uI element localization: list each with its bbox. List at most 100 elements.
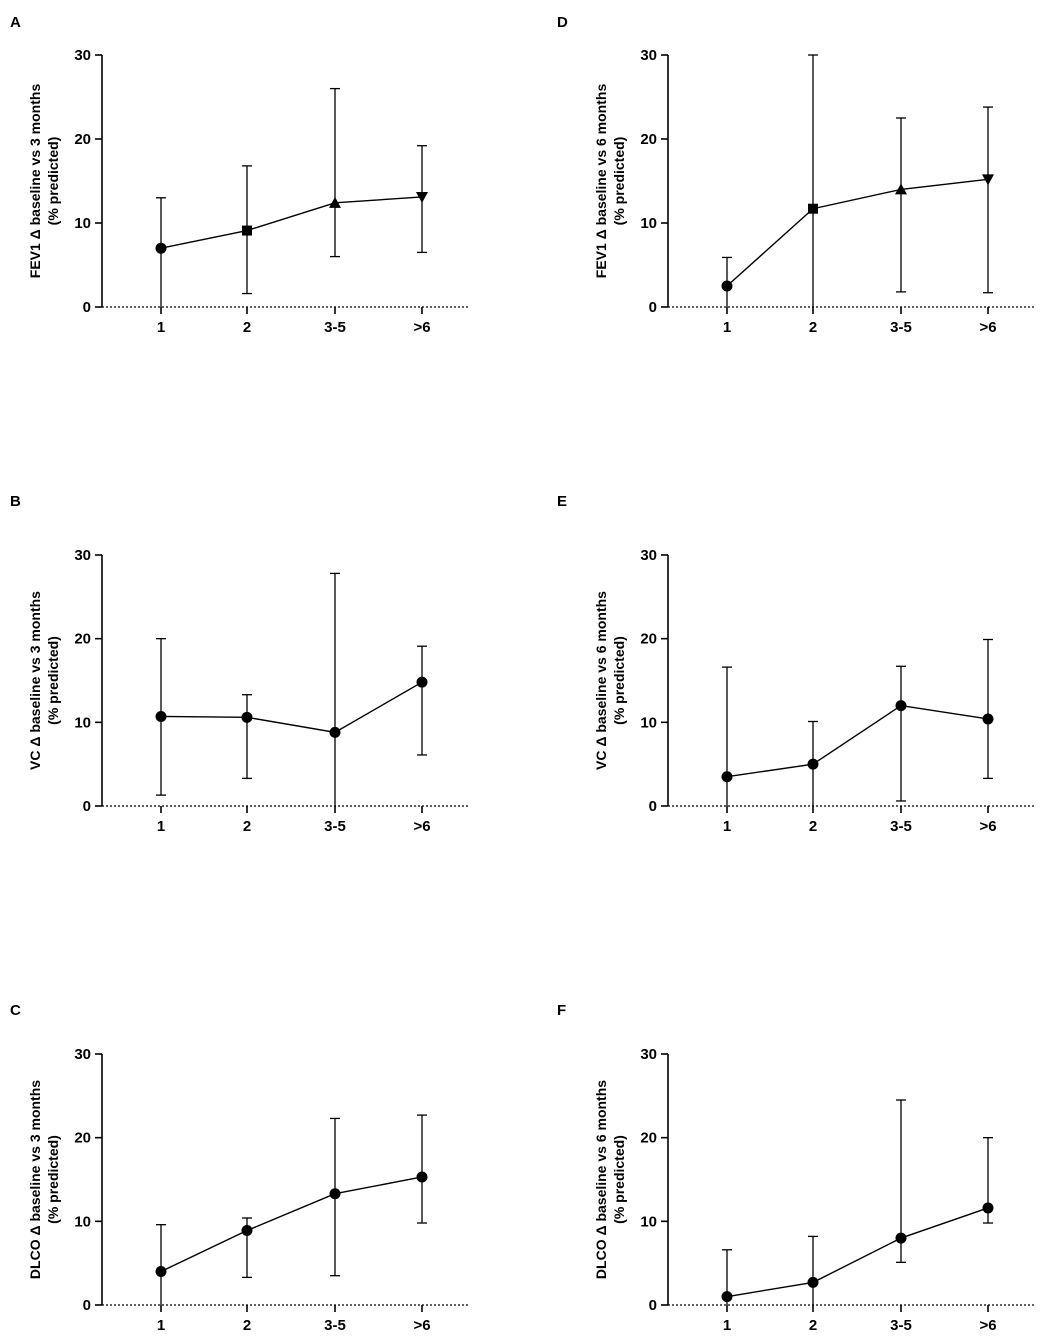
y-axis-label-line2-d: (% predicted): [611, 137, 627, 226]
data-point-b-0: [155, 710, 167, 722]
y-tick-label-e-30: 30: [640, 547, 657, 564]
x-tick-label-f-3: >6: [979, 1317, 996, 1334]
x-tick-label-f-1: 2: [809, 1317, 817, 1334]
y-axis-label-f: DLCO Δ baseline vs 6 months (% predicted): [593, 1080, 627, 1279]
error-bar-c-0: [156, 1224, 166, 1305]
data-point-c-3: [416, 1171, 428, 1183]
data-point-e-1: [807, 758, 819, 770]
x-tick-label-c-2: 3-5: [324, 1317, 346, 1334]
y-axis-label-d: FEV1 Δ baseline vs 6 months (% predicted): [593, 84, 627, 279]
error-bar-b-2: [330, 572, 340, 806]
y-axis-label-line1-e: VC Δ baseline vs 6 months: [593, 591, 609, 770]
error-bar-e-2: [896, 665, 906, 802]
data-point-d-1: [808, 203, 818, 214]
x-tick-label-c-3: >6: [413, 1317, 430, 1334]
data-point-a-1: [242, 225, 252, 236]
data-point-e-3: [982, 713, 994, 725]
y-tick-label-c-30: 30: [74, 1046, 91, 1063]
data-point-d-0: [721, 280, 733, 292]
y-tick-label-c-10: 10: [74, 1213, 91, 1230]
panel-letter-b: B: [10, 493, 21, 510]
x-tick-label-a-3: >6: [413, 319, 430, 336]
error-bar-e-0: [722, 666, 732, 806]
x-tick-label-d-2: 3-5: [890, 319, 912, 336]
x-tick-label-b-2: 3-5: [324, 818, 346, 835]
y-axis-label-line1-f: DLCO Δ baseline vs 6 months: [593, 1080, 609, 1279]
error-bar-e-3: [983, 638, 993, 780]
data-point-d-2: [895, 183, 907, 195]
y-tick-label-b-10: 10: [74, 714, 91, 731]
error-bar-b-3: [417, 645, 427, 756]
data-point-a-0: [155, 242, 167, 254]
y-tick-label-b-30: 30: [74, 547, 91, 564]
y-tick-label-e-20: 20: [640, 631, 657, 648]
error-bar-a-2: [330, 87, 340, 258]
data-point-c-0: [155, 1266, 167, 1278]
x-tick-label-a-0: 1: [157, 319, 165, 336]
data-point-e-0: [721, 771, 733, 783]
x-tick-label-b-1: 2: [243, 818, 251, 835]
error-bar-f-1: [808, 1235, 818, 1305]
y-tick-label-e-10: 10: [640, 714, 657, 731]
x-tick-label-e-1: 2: [809, 818, 817, 835]
y-tick-label-d-10: 10: [640, 215, 657, 232]
series-line-c: [160, 1176, 423, 1273]
x-tick-label-c-1: 2: [243, 1317, 251, 1334]
y-tick-label-d-0: 0: [649, 299, 657, 316]
y-tick-label-a-10: 10: [74, 215, 91, 232]
data-point-b-3: [416, 676, 428, 688]
data-point-e-2: [895, 700, 907, 712]
panel-e: E 0 10 20 30 1 2 3-5 >6 VC Δ baseline vs 6 months…: [557, 493, 1036, 835]
x-tick-label-e-2: 3-5: [890, 818, 912, 835]
data-point-a-2: [329, 196, 341, 208]
data-point-f-0: [721, 1291, 733, 1303]
y-tick-label-b-20: 20: [74, 631, 91, 648]
x-tick-label-d-0: 1: [723, 319, 731, 336]
series-line-e: [726, 704, 989, 778]
data-point-a-3: [416, 191, 428, 203]
panel-letter-f: F: [557, 1002, 566, 1019]
y-axis-label-line2-e: (% predicted): [611, 636, 627, 725]
data-point-d-3: [982, 174, 994, 186]
error-bar-d-2: [896, 117, 906, 293]
y-axis-label-b: VC Δ baseline vs 3 months (% predicted): [27, 591, 61, 770]
y-tick-label-c-0: 0: [83, 1297, 91, 1314]
error-bar-d-1: [808, 54, 818, 307]
y-axis-label-a: FEV1 Δ baseline vs 3 months (% predicted): [27, 84, 61, 279]
panel-d: D 0 10 20 30 1 2 3-5 >6 FEV1 Δ baseline vs 6 mont…: [557, 14, 1036, 336]
data-point-c-1: [241, 1225, 253, 1237]
y-axis-label-line1-b: VC Δ baseline vs 3 months: [27, 591, 43, 770]
y-tick-label-f-30: 30: [640, 1046, 657, 1063]
data-point-c-2: [329, 1188, 341, 1200]
y-tick-label-f-20: 20: [640, 1130, 657, 1147]
x-tick-label-e-0: 1: [723, 818, 731, 835]
panel-f: F 0 10 20 30 1 2 3-5 >6 DLCO Δ baseline vs 6 mont…: [557, 1002, 1036, 1334]
series-line-b: [160, 681, 423, 734]
y-axis-label-line1-a: FEV1 Δ baseline vs 3 months: [27, 84, 43, 279]
panel-letter-d: D: [557, 14, 568, 31]
panel-a: A 0 10 20 30 1 2 3-5 >6 FEV1 Δ baseline vs 3 mont…: [10, 14, 470, 336]
data-point-f-2: [895, 1232, 907, 1244]
y-tick-label-f-0: 0: [649, 1297, 657, 1314]
y-tick-label-a-20: 20: [74, 131, 91, 148]
y-tick-label-d-20: 20: [640, 131, 657, 148]
y-axis-label-line2-f: (% predicted): [611, 1135, 627, 1224]
y-axis-label-e: VC Δ baseline vs 6 months (% predicted): [593, 591, 627, 770]
x-tick-label-b-0: 1: [157, 818, 165, 835]
y-tick-label-d-30: 30: [640, 47, 657, 64]
y-axis-label-line2-b: (% predicted): [45, 636, 61, 725]
y-tick-label-a-30: 30: [74, 47, 91, 64]
series-line-d: [726, 178, 989, 287]
x-tick-label-f-2: 3-5: [890, 1317, 912, 1334]
x-tick-label-b-3: >6: [413, 818, 430, 835]
x-tick-label-f-0: 1: [723, 1317, 731, 1334]
y-axis-label-line1-d: FEV1 Δ baseline vs 6 months: [593, 84, 609, 279]
data-point-b-2: [329, 726, 341, 738]
x-tick-label-d-3: >6: [979, 319, 996, 336]
panel-letter-c: C: [10, 1002, 21, 1019]
y-tick-label-c-20: 20: [74, 1130, 91, 1147]
y-axis-label-line2-c: (% predicted): [45, 1135, 61, 1224]
y-tick-label-e-0: 0: [649, 798, 657, 815]
x-tick-label-d-1: 2: [809, 319, 817, 336]
